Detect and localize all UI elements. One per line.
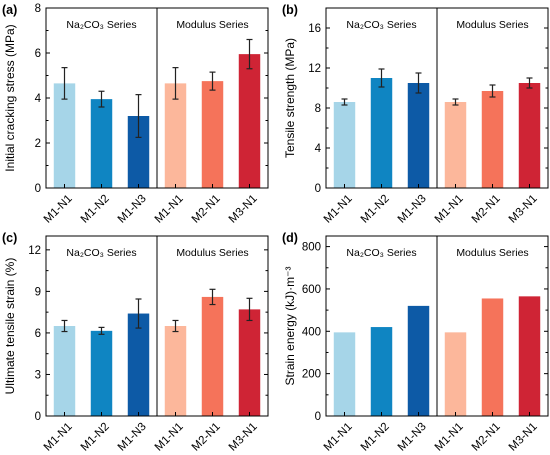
x-tick-label: M1-N3: [396, 421, 429, 454]
x-tick-label: M1-N1: [42, 421, 75, 454]
y-tick-label: 200: [302, 369, 321, 381]
y-tick-label: 4: [315, 143, 322, 155]
x-tick-label: M1-N1: [433, 193, 466, 226]
bar: [127, 313, 150, 416]
bar: [407, 83, 430, 188]
y-tick-label: 9: [35, 286, 41, 298]
panel-tag: (d): [282, 231, 298, 245]
x-tick-label: M2-N1: [470, 193, 503, 226]
bar: [164, 326, 187, 416]
y-axis-label: Initial cracking stress (MPa): [3, 24, 17, 171]
y-tick-label: 800: [302, 242, 321, 254]
x-tick-label: M3-N1: [227, 421, 260, 454]
y-tick-label: 0: [315, 183, 321, 195]
x-tick-label: M3-N1: [507, 421, 540, 454]
x-tick-label: M2-N1: [470, 421, 503, 454]
y-tick-label: 3: [35, 369, 41, 381]
bar: [518, 296, 541, 416]
y-tick-label: 0: [35, 411, 41, 423]
bar: [53, 326, 76, 416]
group-label: Na₂CO₃ Series: [346, 19, 416, 31]
y-tick-label: 8: [35, 3, 41, 15]
bar: [164, 83, 187, 188]
bar: [370, 78, 393, 188]
x-tick-label: M1-N1: [42, 193, 75, 226]
bar: [444, 102, 467, 188]
x-tick-label: M1-N1: [322, 193, 355, 226]
bar: [201, 296, 224, 416]
y-axis-label: Ultimate tensile strain (%): [3, 258, 17, 395]
group-label: Na₂CO₃ Series: [346, 247, 416, 259]
group-label: Na₂CO₃ Series: [66, 247, 136, 259]
bar: [518, 83, 541, 188]
x-tick-label: M1-N1: [153, 421, 186, 454]
panel-tag: (b): [282, 3, 298, 17]
bar: [407, 305, 430, 416]
x-tick-label: M1-N3: [116, 421, 149, 454]
x-tick-label: M1-N3: [116, 193, 149, 226]
x-tick-label: M1-N2: [79, 193, 112, 226]
y-tick-label: 4: [35, 93, 42, 105]
group-label: Modulus Series: [176, 247, 248, 259]
x-tick-label: M1-N1: [153, 193, 186, 226]
y-tick-label: 12: [308, 63, 321, 75]
y-tick-label: 6: [35, 328, 41, 340]
bar: [238, 54, 261, 188]
y-tick-label: 2: [35, 138, 41, 150]
group-label: Na₂CO₃ Series: [66, 19, 136, 31]
x-tick-label: M1-N2: [359, 421, 392, 454]
x-tick-label: M1-N1: [433, 421, 466, 454]
y-axis-label: Tensile strength (MPa): [283, 38, 297, 158]
bar: [53, 83, 76, 188]
bar: [481, 298, 504, 416]
bar: [201, 81, 224, 188]
x-tick-label: M1-N2: [359, 193, 392, 226]
y-tick-label: 0: [315, 411, 321, 423]
panel-tag: (a): [2, 3, 17, 17]
bar: [370, 327, 393, 416]
bar: [444, 332, 467, 416]
bar: [127, 116, 150, 188]
bar: [481, 91, 504, 188]
x-tick-label: M1-N1: [322, 421, 355, 454]
group-label: Modulus Series: [176, 19, 248, 31]
x-tick-label: M2-N1: [190, 193, 223, 226]
bar: [238, 309, 261, 416]
bar: [90, 99, 113, 188]
y-tick-label: 8: [315, 103, 321, 115]
x-tick-label: M1-N2: [79, 421, 112, 454]
group-label: Modulus Series: [456, 19, 528, 31]
group-label: Modulus Series: [456, 247, 528, 259]
x-tick-label: M3-N1: [507, 193, 540, 226]
y-tick-label: 600: [302, 284, 321, 296]
y-tick-label: 12: [28, 245, 41, 257]
x-tick-label: M1-N3: [396, 193, 429, 226]
y-tick-label: 6: [35, 48, 41, 60]
bar: [333, 102, 356, 188]
bar: [90, 330, 113, 416]
bar: [333, 332, 356, 416]
x-tick-label: M2-N1: [190, 421, 223, 454]
y-tick-label: 0: [35, 183, 41, 195]
y-tick-label: 16: [308, 23, 321, 35]
y-tick-label: 400: [302, 326, 321, 338]
panel-tag: (c): [2, 231, 17, 245]
x-tick-label: M3-N1: [227, 193, 260, 226]
y-axis-label: Strain energy (kJ)·m⁻³: [283, 266, 297, 385]
